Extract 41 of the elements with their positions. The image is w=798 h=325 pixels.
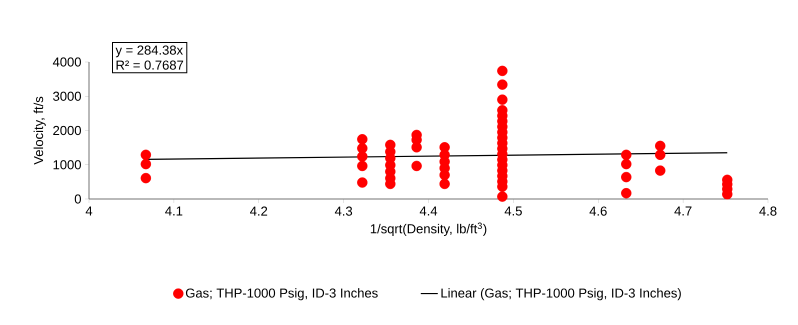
x-tick-label: 4 xyxy=(86,206,92,216)
point xyxy=(621,172,632,182)
point xyxy=(621,158,632,170)
y-tick-label: 2000 xyxy=(53,126,81,136)
x-tick-label: 4.3 xyxy=(334,206,352,216)
point xyxy=(140,158,152,170)
text: y = 284.38x xyxy=(116,45,183,58)
point xyxy=(357,177,368,188)
y-tick-label: 4000 xyxy=(52,57,81,67)
point xyxy=(497,94,508,105)
point xyxy=(497,191,508,202)
x-tick-label: 4.4 xyxy=(420,206,438,216)
y-axis-title: Velocity, ft/s xyxy=(34,96,46,165)
x-tick-label: 4.1 xyxy=(165,206,182,216)
x-axis-title: 1/sqrt(Density, lb/ft$^{3}$) xyxy=(370,222,486,236)
point xyxy=(357,151,368,162)
point xyxy=(497,79,508,90)
point xyxy=(411,160,422,172)
point xyxy=(497,66,508,76)
point xyxy=(621,150,632,160)
x-tick-label: 4.2 xyxy=(250,206,268,216)
x-tick-label: 4.7 xyxy=(674,206,692,216)
point xyxy=(357,160,368,172)
point xyxy=(140,150,152,160)
point xyxy=(357,134,368,144)
annotation: R² = 0.7687 xyxy=(116,60,184,70)
x-tick-label: 4.6 xyxy=(590,206,607,216)
x-tick-label: 4.5 xyxy=(504,206,522,216)
point xyxy=(621,188,632,198)
legend-label: Gas; THP-1000 Psig, ID-3 Inches xyxy=(186,288,378,300)
point xyxy=(655,140,666,152)
legend-label: Linear (Gas; THP-1000 Psig, ID-3 Inches) xyxy=(441,288,681,300)
y-tick-label: 1000 xyxy=(54,160,81,170)
y-tick-label: 3000 xyxy=(53,92,81,101)
x-tick-label: 4.8 xyxy=(759,206,776,216)
point xyxy=(439,178,450,190)
point xyxy=(655,165,666,176)
y-tick-label: 0 xyxy=(74,194,81,204)
point xyxy=(655,150,666,160)
point xyxy=(411,142,422,152)
point xyxy=(140,172,152,184)
